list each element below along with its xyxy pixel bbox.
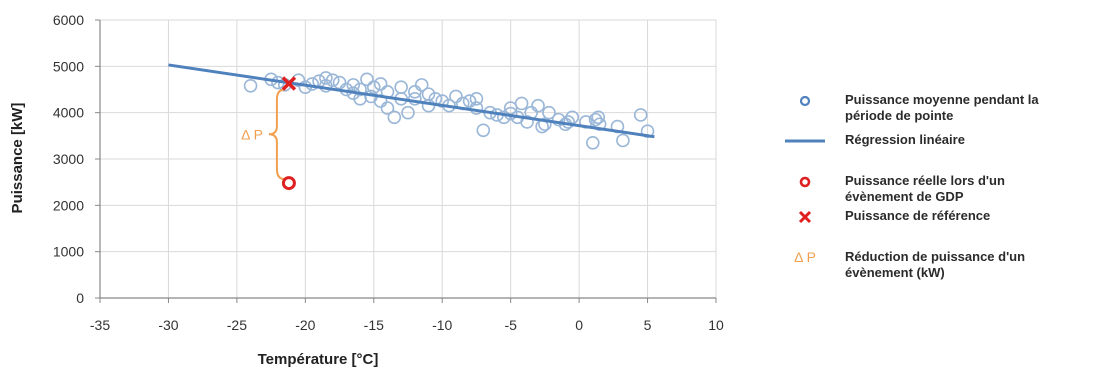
x-tick-label: 0 <box>575 317 583 333</box>
legend-label: Régression linéaire <box>845 132 965 147</box>
x-axis-title: Température [°C] <box>258 351 379 368</box>
legend-symbol-actual <box>799 176 811 188</box>
legend-item: Δ P Réduction de puissance d'unévènement … <box>794 249 1025 280</box>
legend-label: évènement de GDP <box>845 189 964 204</box>
delta-label: Δ P <box>241 126 263 142</box>
x-tick-label: -5 <box>504 317 517 333</box>
legend-label: période de pointe <box>845 108 953 123</box>
scatter-point <box>380 101 395 115</box>
scatter-series <box>243 71 655 150</box>
scatter-point <box>414 78 429 92</box>
x-tick-label: -15 <box>364 317 384 333</box>
scatter-point <box>366 80 381 94</box>
y-tick-label: 5000 <box>53 58 84 74</box>
scatter-point <box>401 105 415 120</box>
scatter-point <box>469 91 484 106</box>
scatter-point <box>476 123 491 138</box>
legend-label: Réduction de puissance d'un <box>845 249 1025 264</box>
y-tick-label: 2000 <box>53 197 84 213</box>
reference-power-marker <box>281 76 297 91</box>
legend-symbol-scatter <box>799 95 811 107</box>
regression-line <box>168 63 655 139</box>
y-tick-labels: 0 1000 2000 3000 4000 5000 6000 <box>53 12 84 306</box>
x-tick-label: -30 <box>158 317 178 333</box>
x-tick-label: -20 <box>295 317 315 333</box>
grid-lines <box>99 19 717 299</box>
scatter-point <box>551 112 566 127</box>
scatter-point <box>243 78 258 93</box>
legend-label: Puissance réelle lors d'un <box>845 173 1005 188</box>
scatter-point <box>616 133 630 148</box>
x-tick-label: 10 <box>708 317 724 333</box>
scatter-point <box>332 75 347 90</box>
legend-label: Puissance de référence <box>845 208 990 223</box>
x-tick-labels: -35 -30 -25 -20 -15 -10 -5 0 5 10 <box>90 317 724 333</box>
legend-label: évènement (kW) <box>845 265 945 280</box>
y-tick-label: 3000 <box>53 151 84 167</box>
scatter-point <box>538 117 552 132</box>
y-axis-title: Puissance [kW] <box>9 103 26 214</box>
scatter-point <box>408 91 422 106</box>
scatter-point <box>387 110 402 125</box>
scatter-point <box>588 112 603 127</box>
y-tick-label: 1000 <box>53 244 84 260</box>
scatter-point <box>469 101 484 115</box>
scatter-point <box>394 80 408 94</box>
scatter-point <box>449 89 463 104</box>
scatter-point <box>435 94 450 108</box>
scatter-point <box>514 96 529 111</box>
scatter-point <box>408 85 422 99</box>
scatter-point <box>591 110 606 125</box>
scatter-point <box>319 71 333 85</box>
legend-item: Régression linéaire <box>785 132 965 147</box>
scatter-point <box>497 110 511 125</box>
scatter-point <box>633 108 648 122</box>
delta-annotation: Δ P <box>241 88 285 181</box>
x-tick-label: 5 <box>644 317 652 333</box>
legend-item: Puissance de référence <box>798 208 990 224</box>
y-tick-label: 0 <box>76 290 84 306</box>
actual-power-marker <box>281 176 296 191</box>
legend-label: Puissance moyenne pendant la <box>845 92 1039 107</box>
legend-symbol-delta: Δ P <box>794 249 816 265</box>
reference-x-stroke <box>281 76 297 91</box>
scatter-point <box>373 77 388 91</box>
scatter-point <box>592 117 607 132</box>
axes <box>95 19 717 303</box>
y-tick-label: 4000 <box>53 105 84 121</box>
scatter-point <box>360 72 374 87</box>
scatter-point <box>531 98 545 113</box>
y-tick-label: 6000 <box>53 12 84 28</box>
x-tick-label: -35 <box>90 317 110 333</box>
delta-brace <box>268 88 285 181</box>
event-markers <box>281 76 297 191</box>
x-tick-label: -10 <box>432 317 452 333</box>
scatter-point <box>542 105 556 120</box>
scatter-point <box>585 135 600 150</box>
x-tick-label: -25 <box>227 317 247 333</box>
scatter-point <box>325 73 340 88</box>
scatter-point <box>353 82 367 97</box>
legend-symbol-x <box>798 210 812 224</box>
scatter-point <box>462 94 477 108</box>
regression-series <box>168 63 655 139</box>
